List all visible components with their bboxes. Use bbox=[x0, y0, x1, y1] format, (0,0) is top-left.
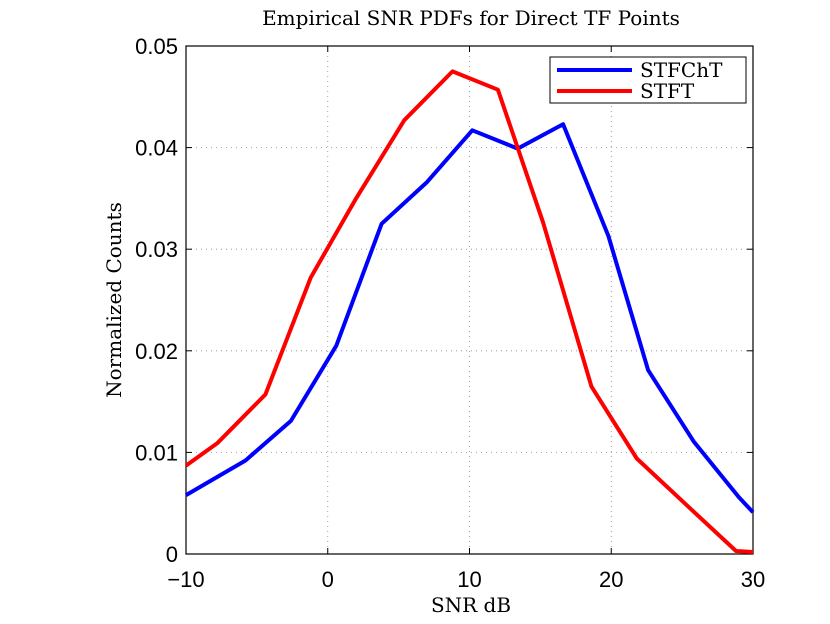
y-tick-label: 0 bbox=[166, 542, 178, 567]
legend-label-stfcht: STFChT bbox=[640, 58, 723, 82]
x-tick-label: −10 bbox=[167, 567, 204, 592]
y-tick-labels: 0 0.01 0.02 0.03 0.04 0.05 bbox=[135, 34, 178, 567]
legend: STFChT STFT bbox=[549, 56, 747, 104]
y-tick-label: 0.04 bbox=[135, 136, 178, 161]
y-tick-label: 0.03 bbox=[135, 237, 178, 262]
x-tick-label: 30 bbox=[741, 567, 765, 592]
axis-ticks bbox=[185, 45, 754, 555]
x-tick-label: 10 bbox=[457, 567, 481, 592]
y-tick-label: 0.02 bbox=[135, 339, 178, 364]
series-line-stfcht bbox=[184, 122, 755, 514]
chart-title: Empirical SNR PDFs for Direct TF Points bbox=[262, 6, 680, 30]
y-axis-label: Normalized Counts bbox=[102, 202, 126, 398]
plot-frame bbox=[185, 45, 754, 555]
x-tick-label: 20 bbox=[599, 567, 623, 592]
y-tick-label: 0.05 bbox=[135, 34, 178, 59]
x-axis-label: SNR dB bbox=[431, 593, 511, 617]
legend-box bbox=[549, 56, 747, 104]
legend-label-stft: STFT bbox=[640, 79, 695, 103]
series-line-stft bbox=[184, 69, 754, 554]
y-tick-label: 0.01 bbox=[135, 440, 178, 465]
x-tick-labels: −10 0 10 20 30 bbox=[167, 567, 765, 592]
grid-lines bbox=[186, 46, 753, 554]
series-layer bbox=[184, 69, 755, 554]
x-tick-label: 0 bbox=[322, 567, 334, 592]
